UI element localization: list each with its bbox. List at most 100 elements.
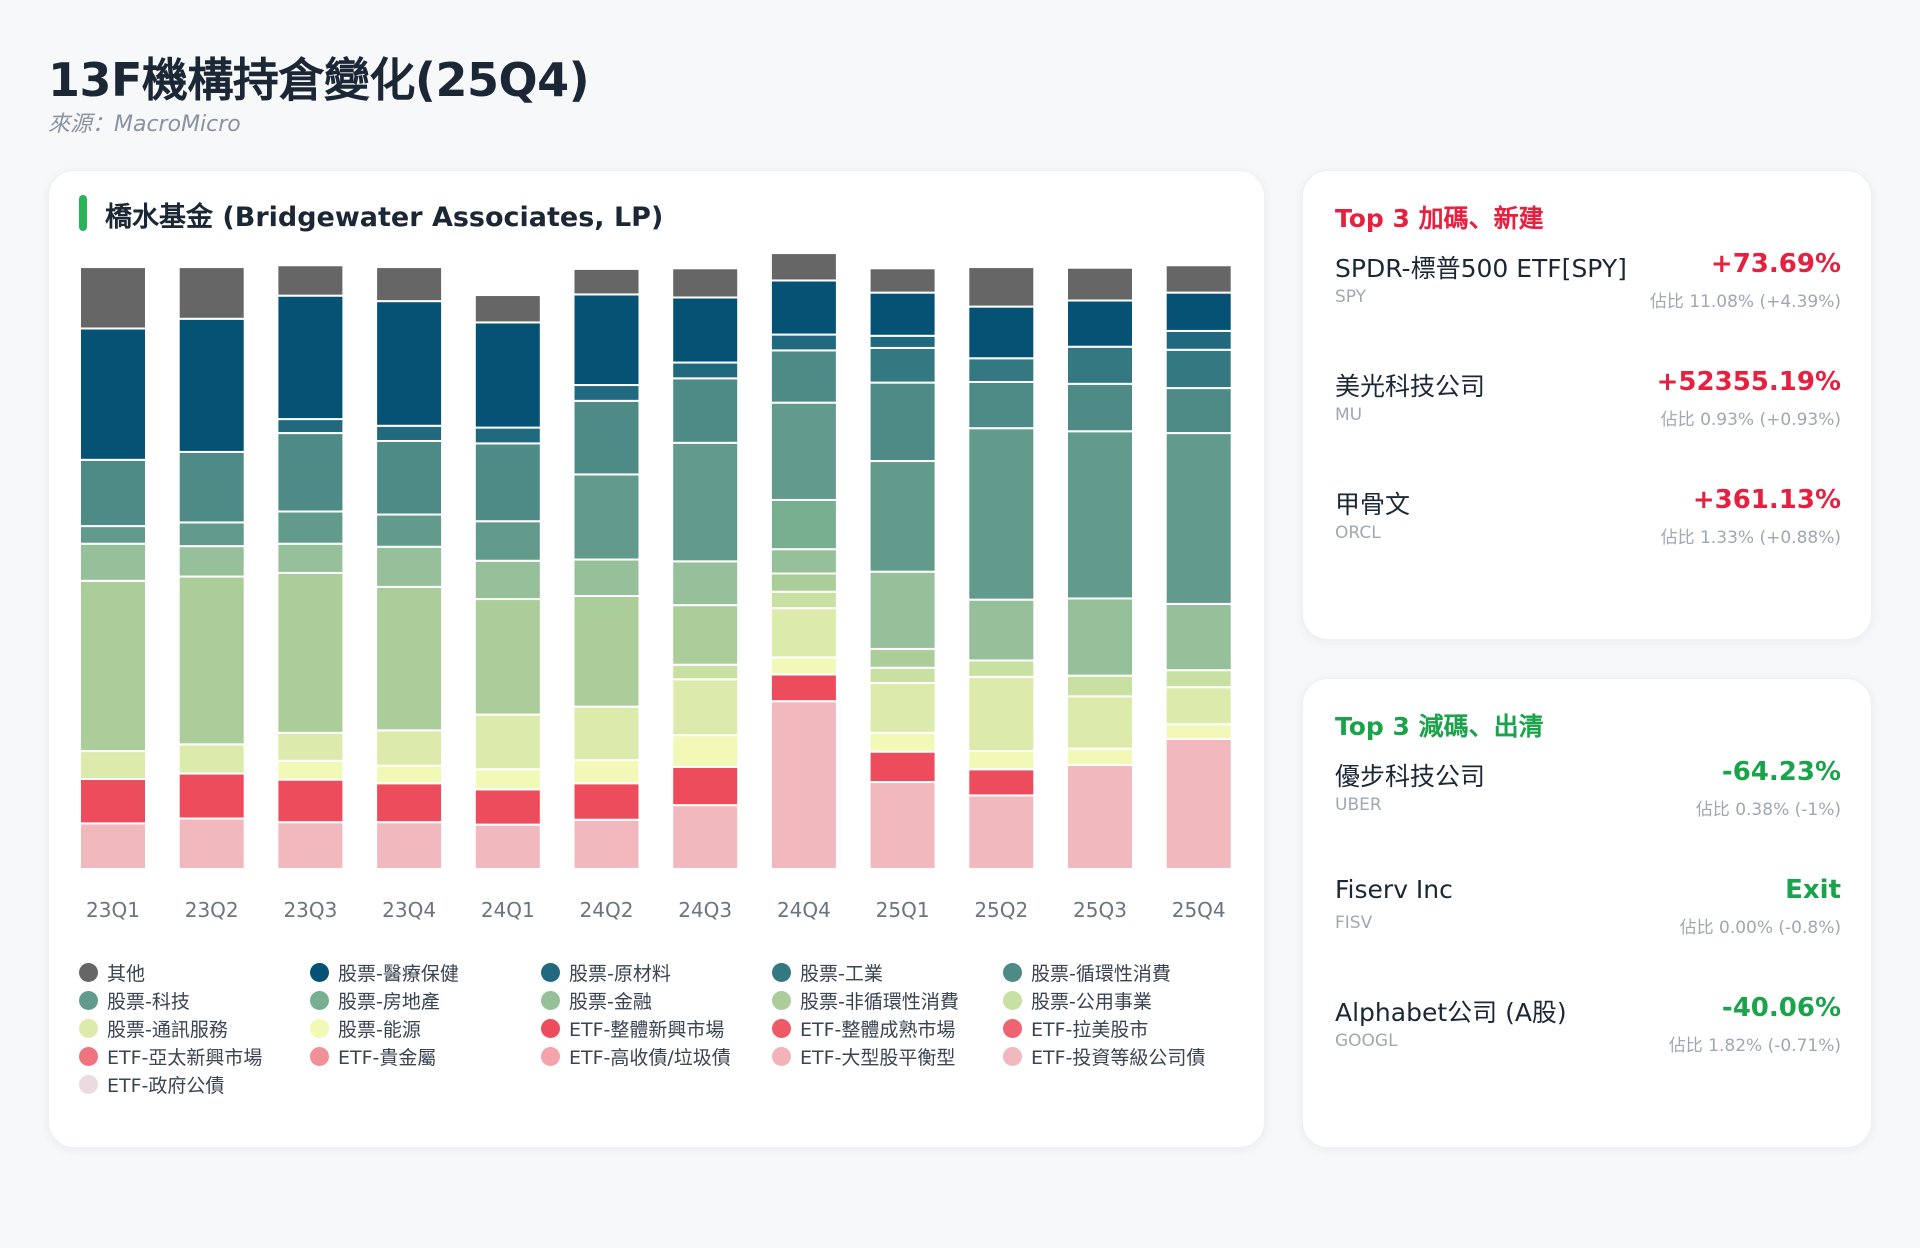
bar-segment-25Q1-17[interactable] [868, 346, 937, 384]
bar-segment-24Q3-10[interactable] [671, 678, 740, 737]
bar-segment-25Q3-10[interactable] [1066, 695, 1134, 750]
bar-segment-23Q4-1[interactable] [375, 821, 444, 871]
bar-segment-25Q1-8[interactable] [868, 750, 937, 784]
bar-segment-23Q2-1[interactable] [177, 817, 246, 871]
bar-segment-24Q2-16[interactable] [572, 399, 641, 476]
legend-item[interactable]: 股票-公用事業 [1003, 989, 1234, 1013]
bar-segment-25Q3-13[interactable] [1066, 597, 1134, 677]
bar-segment-25Q2-11[interactable] [967, 659, 1036, 678]
bar-segment-23Q4-18[interactable] [375, 424, 444, 442]
bar-segment-23Q4-12[interactable] [375, 585, 444, 732]
bar-segment-24Q4-1[interactable] [769, 700, 838, 871]
bar-segment-24Q4-12[interactable] [769, 572, 838, 593]
legend-item[interactable]: ETF-整體新興市場 [541, 1017, 772, 1041]
bar-segment-23Q3-1[interactable] [276, 821, 345, 871]
bar-segment-25Q4-16[interactable] [1164, 387, 1233, 435]
bar-segment-23Q1-20[interactable] [79, 266, 147, 330]
bar-segment-25Q1-16[interactable] [868, 381, 937, 463]
legend-item[interactable]: ETF-大型股平衡型 [772, 1045, 1003, 1069]
holding-row[interactable]: 甲骨文 ORCL +361.13% 佔比 1.33% (+0.88%) [1335, 485, 1841, 565]
bar-segment-25Q4-19[interactable] [1164, 291, 1233, 332]
bar-segment-25Q1-12[interactable] [868, 647, 937, 669]
bar-segment-25Q4-20[interactable] [1164, 264, 1233, 294]
bar-segment-23Q3-10[interactable] [276, 731, 345, 762]
bar-segment-24Q1-9[interactable] [473, 768, 542, 791]
bar-segment-25Q4-15[interactable] [1164, 432, 1233, 605]
bar-segment-24Q2-15[interactable] [572, 473, 641, 561]
legend-item[interactable]: ETF-投資等級公司債 [1003, 1045, 1234, 1069]
bar-segment-24Q4-18[interactable] [769, 333, 838, 352]
bar-segment-25Q4-1[interactable] [1164, 737, 1233, 870]
bar-segment-23Q4-19[interactable] [375, 300, 444, 427]
bar-segment-25Q3-20[interactable] [1066, 266, 1134, 302]
bar-segment-25Q1-19[interactable] [868, 291, 937, 337]
bar-segment-24Q3-11[interactable] [671, 663, 740, 681]
bar-segment-24Q2-1[interactable] [572, 818, 641, 871]
bar-segment-24Q1-18[interactable] [473, 426, 542, 445]
bar-segment-23Q3-18[interactable] [276, 418, 345, 435]
bar-segment-25Q2-15[interactable] [967, 427, 1036, 601]
bar-segment-25Q3-11[interactable] [1066, 674, 1134, 698]
bar-segment-25Q2-19[interactable] [967, 305, 1036, 360]
bar-segment-25Q1-1[interactable] [868, 781, 937, 871]
bar-segment-25Q2-16[interactable] [967, 380, 1036, 430]
bar-segment-25Q1-10[interactable] [868, 681, 937, 734]
bar-segment-24Q4-16[interactable] [769, 349, 838, 404]
bar-segment-24Q3-1[interactable] [671, 804, 740, 870]
bar-segment-23Q1-15[interactable] [79, 525, 147, 545]
bar-segment-25Q2-10[interactable] [967, 675, 1036, 753]
bar-segment-24Q2-10[interactable] [572, 705, 641, 762]
bar-segment-23Q3-20[interactable] [276, 264, 345, 297]
legend-item[interactable]: ETF-拉美股市 [1003, 1017, 1234, 1041]
legend-item[interactable]: 股票-房地產 [310, 989, 541, 1013]
bar-segment-24Q2-12[interactable] [572, 595, 641, 708]
bar-segment-23Q1-16[interactable] [79, 458, 147, 528]
bar-segment-23Q1-13[interactable] [79, 542, 147, 582]
bar-segment-24Q2-13[interactable] [572, 558, 641, 598]
bar-segment-24Q4-20[interactable] [769, 252, 838, 282]
bar-segment-25Q4-10[interactable] [1164, 686, 1233, 726]
bar-segment-25Q3-1[interactable] [1066, 764, 1134, 870]
bar-segment-24Q4-13[interactable] [769, 548, 838, 575]
bar-segment-24Q3-18[interactable] [671, 361, 740, 380]
bar-segment-25Q2-8[interactable] [967, 768, 1036, 797]
legend-item[interactable]: ETF-政府公債 [79, 1073, 310, 1097]
bar-segment-23Q3-19[interactable] [276, 294, 345, 421]
legend-item[interactable]: ETF-亞太新興市場 [79, 1045, 310, 1069]
legend-item[interactable]: ETF-整體成熟市場 [772, 1017, 1003, 1041]
bar-segment-25Q4-13[interactable] [1164, 602, 1233, 672]
bar-segment-25Q1-11[interactable] [868, 666, 937, 684]
bar-segment-23Q3-16[interactable] [276, 432, 345, 513]
bar-segment-25Q1-18[interactable] [868, 334, 937, 349]
bar-segment-24Q4-11[interactable] [769, 590, 838, 610]
legend-item[interactable]: 股票-工業 [772, 961, 1003, 985]
bar-segment-25Q1-20[interactable] [868, 267, 937, 294]
bar-segment-24Q3-9[interactable] [671, 734, 740, 768]
bar-segment-25Q4-18[interactable] [1164, 329, 1233, 351]
bar-segment-24Q2-8[interactable] [572, 782, 641, 821]
bar-segment-24Q3-20[interactable] [671, 267, 740, 299]
bar-segment-23Q1-19[interactable] [79, 327, 147, 461]
bar-segment-25Q4-11[interactable] [1164, 669, 1233, 689]
bar-segment-25Q2-20[interactable] [967, 266, 1036, 308]
holding-row[interactable]: Alphabet公司 (A股) GOOGL -40.06% 佔比 1.82% (-0.… [1335, 993, 1841, 1073]
bar-segment-24Q4-14[interactable] [769, 498, 838, 551]
bar-segment-23Q3-9[interactable] [276, 759, 345, 781]
bar-segment-24Q3-12[interactable] [671, 604, 740, 666]
bar-segment-23Q2-15[interactable] [177, 521, 246, 548]
bar-segment-23Q2-19[interactable] [177, 317, 246, 453]
bar-segment-25Q1-9[interactable] [868, 731, 937, 753]
bar-segment-23Q2-12[interactable] [177, 575, 246, 746]
bar-segment-24Q3-15[interactable] [671, 441, 740, 563]
legend-item[interactable]: 股票-通訊服務 [79, 1017, 310, 1041]
bar-segment-23Q4-9[interactable] [375, 764, 444, 785]
bar-segment-24Q1-15[interactable] [473, 520, 542, 562]
bar-segment-23Q4-10[interactable] [375, 729, 444, 767]
bar-segment-25Q3-17[interactable] [1066, 345, 1134, 385]
holding-row[interactable]: 優步科技公司 UBER -64.23% 佔比 0.38% (-1%) [1335, 757, 1841, 837]
bar-segment-24Q1-10[interactable] [473, 713, 542, 771]
bar-segment-24Q4-9[interactable] [769, 656, 838, 676]
bar-segment-24Q1-12[interactable] [473, 598, 542, 716]
bar-segment-24Q4-19[interactable] [769, 279, 838, 336]
bar-segment-24Q2-18[interactable] [572, 384, 641, 402]
